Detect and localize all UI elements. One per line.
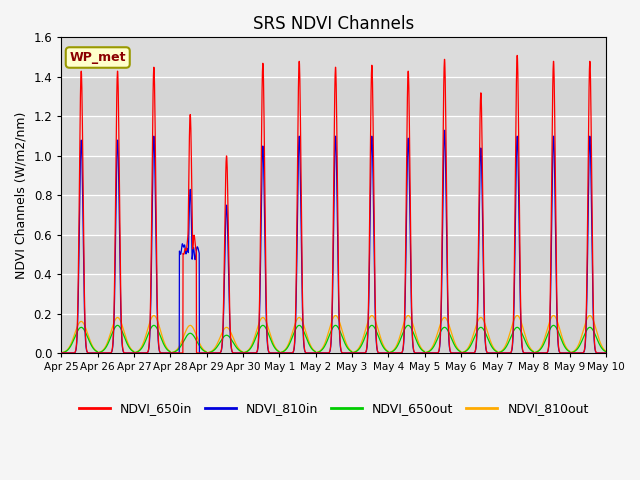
Y-axis label: NDVI Channels (W/m2/nm): NDVI Channels (W/m2/nm): [15, 111, 28, 279]
Bar: [61, 77, 606, 116]
Bar: [61, 235, 606, 274]
Bar: [61, 156, 606, 195]
Title: SRS NDVI Channels: SRS NDVI Channels: [253, 15, 414, 33]
Bar: [61, 313, 606, 353]
Text: WP_met: WP_met: [70, 51, 126, 64]
Legend: NDVI_650in, NDVI_810in, NDVI_650out, NDVI_810out: NDVI_650in, NDVI_810in, NDVI_650out, NDV…: [74, 397, 594, 420]
